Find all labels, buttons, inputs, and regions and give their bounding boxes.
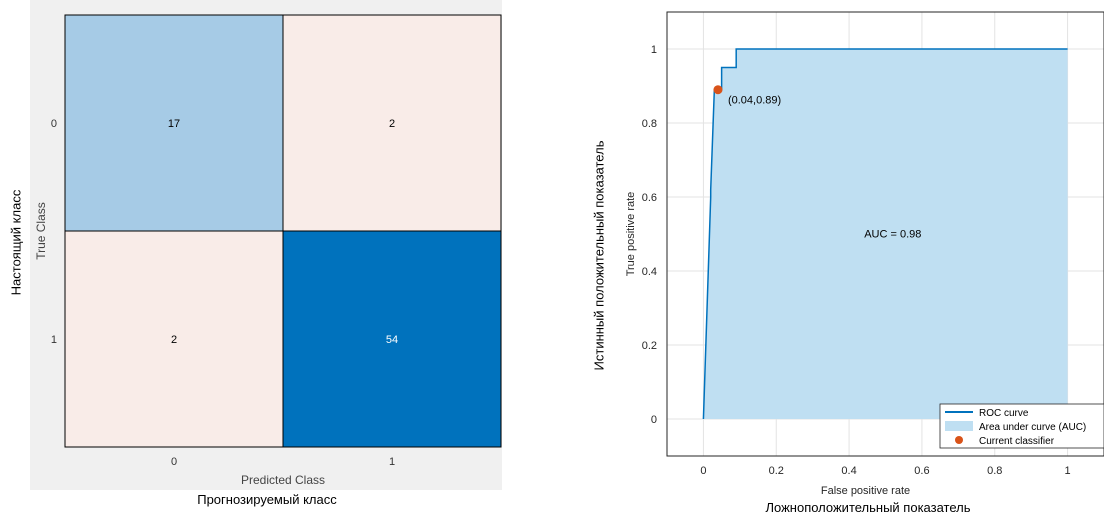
roc-legend-label: Area under curve (AUC): [979, 422, 1086, 433]
cm-outer-ylabel: Настоящий класс: [8, 189, 24, 296]
cm-cell-value: 54: [386, 334, 398, 346]
roc-x-tick-label: 1: [1065, 465, 1071, 477]
roc-legend-point-swatch: [955, 436, 963, 444]
roc-legend-label: ROC curve: [979, 408, 1029, 419]
roc-xlabel: False positive rate: [821, 485, 910, 497]
cm-x-tick-label: 0: [171, 456, 177, 468]
cm-cell-value: 2: [171, 334, 177, 346]
roc-auc-label: AUC = 0.98: [864, 229, 921, 241]
cm-y-tick-label: 1: [51, 334, 57, 346]
roc-panel: 0 0.2 0.4 0.6 0.8 1 0 0.2 0.4 0.6 0.8 1 False positi…: [552, 0, 1104, 519]
cm-cell: [282, 230, 502, 448]
roc-x-tick-label: 0.6: [914, 465, 929, 477]
roc-legend-label: Current classifier: [979, 436, 1055, 447]
roc-x-tick-label: 0.4: [841, 465, 856, 477]
confusion-matrix-chart: 17 2 2 54 0 1 0 1 Predicted Class True Class: [34, 14, 502, 487]
cm-outer-xlabel: Прогнозируемый класс: [197, 492, 337, 507]
cm-cell-value: 2: [389, 118, 395, 130]
roc-chart: 0 0.2 0.4 0.6 0.8 1 0 0.2 0.4 0.6 0.8 1 False positi…: [625, 11, 1104, 497]
cm-cell: [64, 230, 284, 448]
cm-cell: [64, 14, 284, 232]
cm-cell: [282, 14, 502, 232]
roc-current-classifier-point: [713, 85, 723, 95]
cm-x-tick-label: 1: [389, 456, 395, 468]
roc-outer-ylabel: Истинный положительный показатель: [591, 140, 607, 371]
roc-outer-xlabel: Ложноположительный показатель: [765, 500, 971, 515]
roc-auc-area: [703, 49, 1068, 419]
roc-y-tick-label: 0.4: [642, 266, 657, 278]
roc-current-classifier-label: (0.04,0.89): [728, 95, 781, 107]
roc-y-tick-label: 0: [651, 414, 657, 426]
roc-ylabel: True positive rate: [625, 192, 637, 277]
cm-cell-value: 17: [168, 118, 180, 130]
roc-y-tick-label: 0.2: [642, 340, 657, 352]
roc-axes-box: [666, 11, 1104, 457]
roc-y-tick-label: 0.6: [642, 192, 657, 204]
roc-legend-area-swatch: [945, 421, 973, 431]
roc-y-tick-label: 1: [651, 44, 657, 56]
roc-x-tick-label: 0: [700, 465, 706, 477]
roc-y-tick-label: 0.8: [642, 118, 657, 130]
confusion-matrix-panel: 17 2 2 54 0 1 0 1 Predicted Class True Class Прог…: [8, 0, 502, 507]
cm-ylabel: True Class: [34, 202, 48, 260]
cm-y-tick-label: 0: [51, 118, 57, 130]
roc-x-tick-label: 0.2: [769, 465, 784, 477]
roc-x-tick-label: 0.8: [987, 465, 1002, 477]
cm-xlabel: Predicted Class: [241, 473, 325, 487]
